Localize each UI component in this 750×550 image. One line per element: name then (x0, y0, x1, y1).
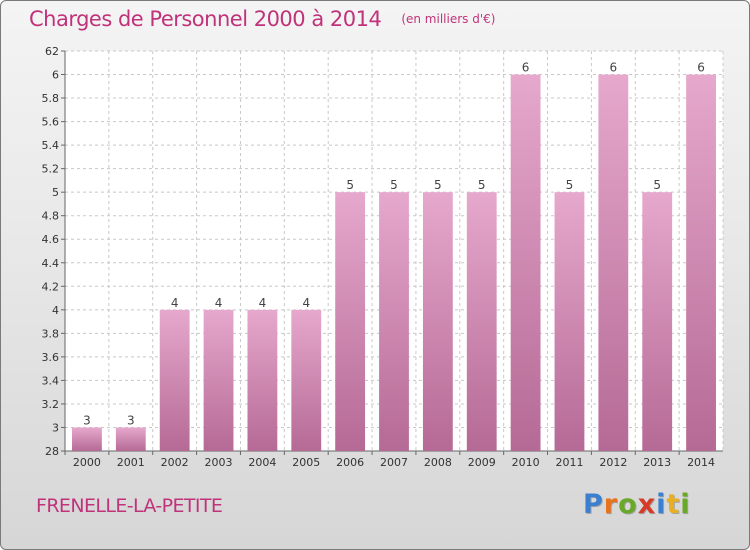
data-label: 5 (478, 178, 486, 192)
bar (422, 192, 453, 452)
bar (72, 427, 102, 451)
bar (510, 74, 541, 451)
bar (203, 309, 234, 451)
x-tick-label: 2005 (292, 456, 320, 469)
chart-subtitle: (en milliers d'€) (401, 12, 496, 26)
x-tick-label: 2001 (117, 456, 145, 469)
commune-name: FRENELLE-LA-PETITE (36, 495, 223, 517)
data-label: 3 (127, 413, 135, 427)
chart-title: Charges de Personnel 2000 à 2014 (29, 7, 382, 31)
proxiti-logo: Proxiti (583, 489, 691, 520)
x-tick-label: 2012 (599, 456, 627, 469)
y-tick-label: 4.8 (42, 210, 60, 223)
y-tick-label: 28 (45, 445, 59, 458)
y-tick-label: 6 (52, 69, 59, 82)
data-label: 6 (610, 61, 618, 75)
y-tick-label: 4.4 (42, 257, 60, 270)
y-tick-label: 3.4 (42, 374, 60, 387)
x-tick-label: 2000 (73, 456, 101, 469)
chart-header: Charges de Personnel 2000 à 2014 (en mill… (29, 7, 495, 31)
x-tick-label: 2003 (205, 456, 233, 469)
x-tick-label: 2002 (161, 456, 189, 469)
y-tick-label: 3.6 (42, 351, 60, 364)
data-label: 5 (434, 178, 442, 192)
logo-letter: t (666, 489, 681, 520)
logo-letter: r (603, 489, 619, 520)
y-tick-label: 5.8 (42, 92, 60, 105)
logo-letter: P (583, 489, 604, 520)
logo-letter: i (656, 489, 667, 520)
data-label: 4 (215, 296, 223, 310)
bar (115, 427, 146, 451)
data-label: 5 (346, 178, 354, 192)
logo-letter: o (618, 489, 638, 520)
y-tick-label: 5.6 (42, 116, 60, 129)
y-tick-label: 62 (45, 45, 59, 58)
y-tick-label: 4.2 (42, 280, 60, 293)
bar (466, 192, 497, 452)
bar (642, 192, 673, 452)
bar (379, 192, 409, 452)
data-label: 5 (653, 178, 661, 192)
data-label: 6 (522, 61, 530, 75)
y-tick-label: 3.2 (42, 398, 60, 411)
y-tick-label: 5 (52, 186, 59, 199)
bar (291, 309, 322, 451)
x-tick-label: 2008 (424, 456, 452, 469)
logo-letter: i (680, 489, 691, 520)
data-label: 3 (83, 413, 91, 427)
x-tick-label: 2010 (512, 456, 540, 469)
data-label: 4 (259, 296, 267, 310)
y-tick-label: 3.8 (42, 327, 60, 340)
data-label: 4 (171, 296, 179, 310)
data-label: 6 (697, 61, 705, 75)
x-tick-label: 2009 (468, 456, 496, 469)
bar (335, 192, 366, 452)
y-tick-label: 3 (52, 421, 59, 434)
logo-letter: x (637, 489, 657, 520)
y-tick-label: 4.6 (42, 233, 60, 246)
bar (554, 192, 585, 452)
bar (598, 74, 629, 451)
x-tick-label: 2011 (555, 456, 583, 469)
data-label: 5 (390, 178, 398, 192)
y-tick-label: 4 (52, 304, 59, 317)
x-tick-label: 2014 (687, 456, 715, 469)
x-tick-label: 2006 (336, 456, 364, 469)
bar (686, 74, 716, 451)
data-label: 5 (566, 178, 574, 192)
data-label: 4 (302, 296, 310, 310)
x-tick-label: 2013 (643, 456, 671, 469)
x-tick-label: 2004 (248, 456, 276, 469)
x-tick-label: 2007 (380, 456, 408, 469)
y-tick-label: 5.4 (42, 139, 60, 152)
bar (159, 309, 190, 451)
y-tick-label: 5.2 (42, 163, 60, 176)
bar (247, 309, 278, 451)
